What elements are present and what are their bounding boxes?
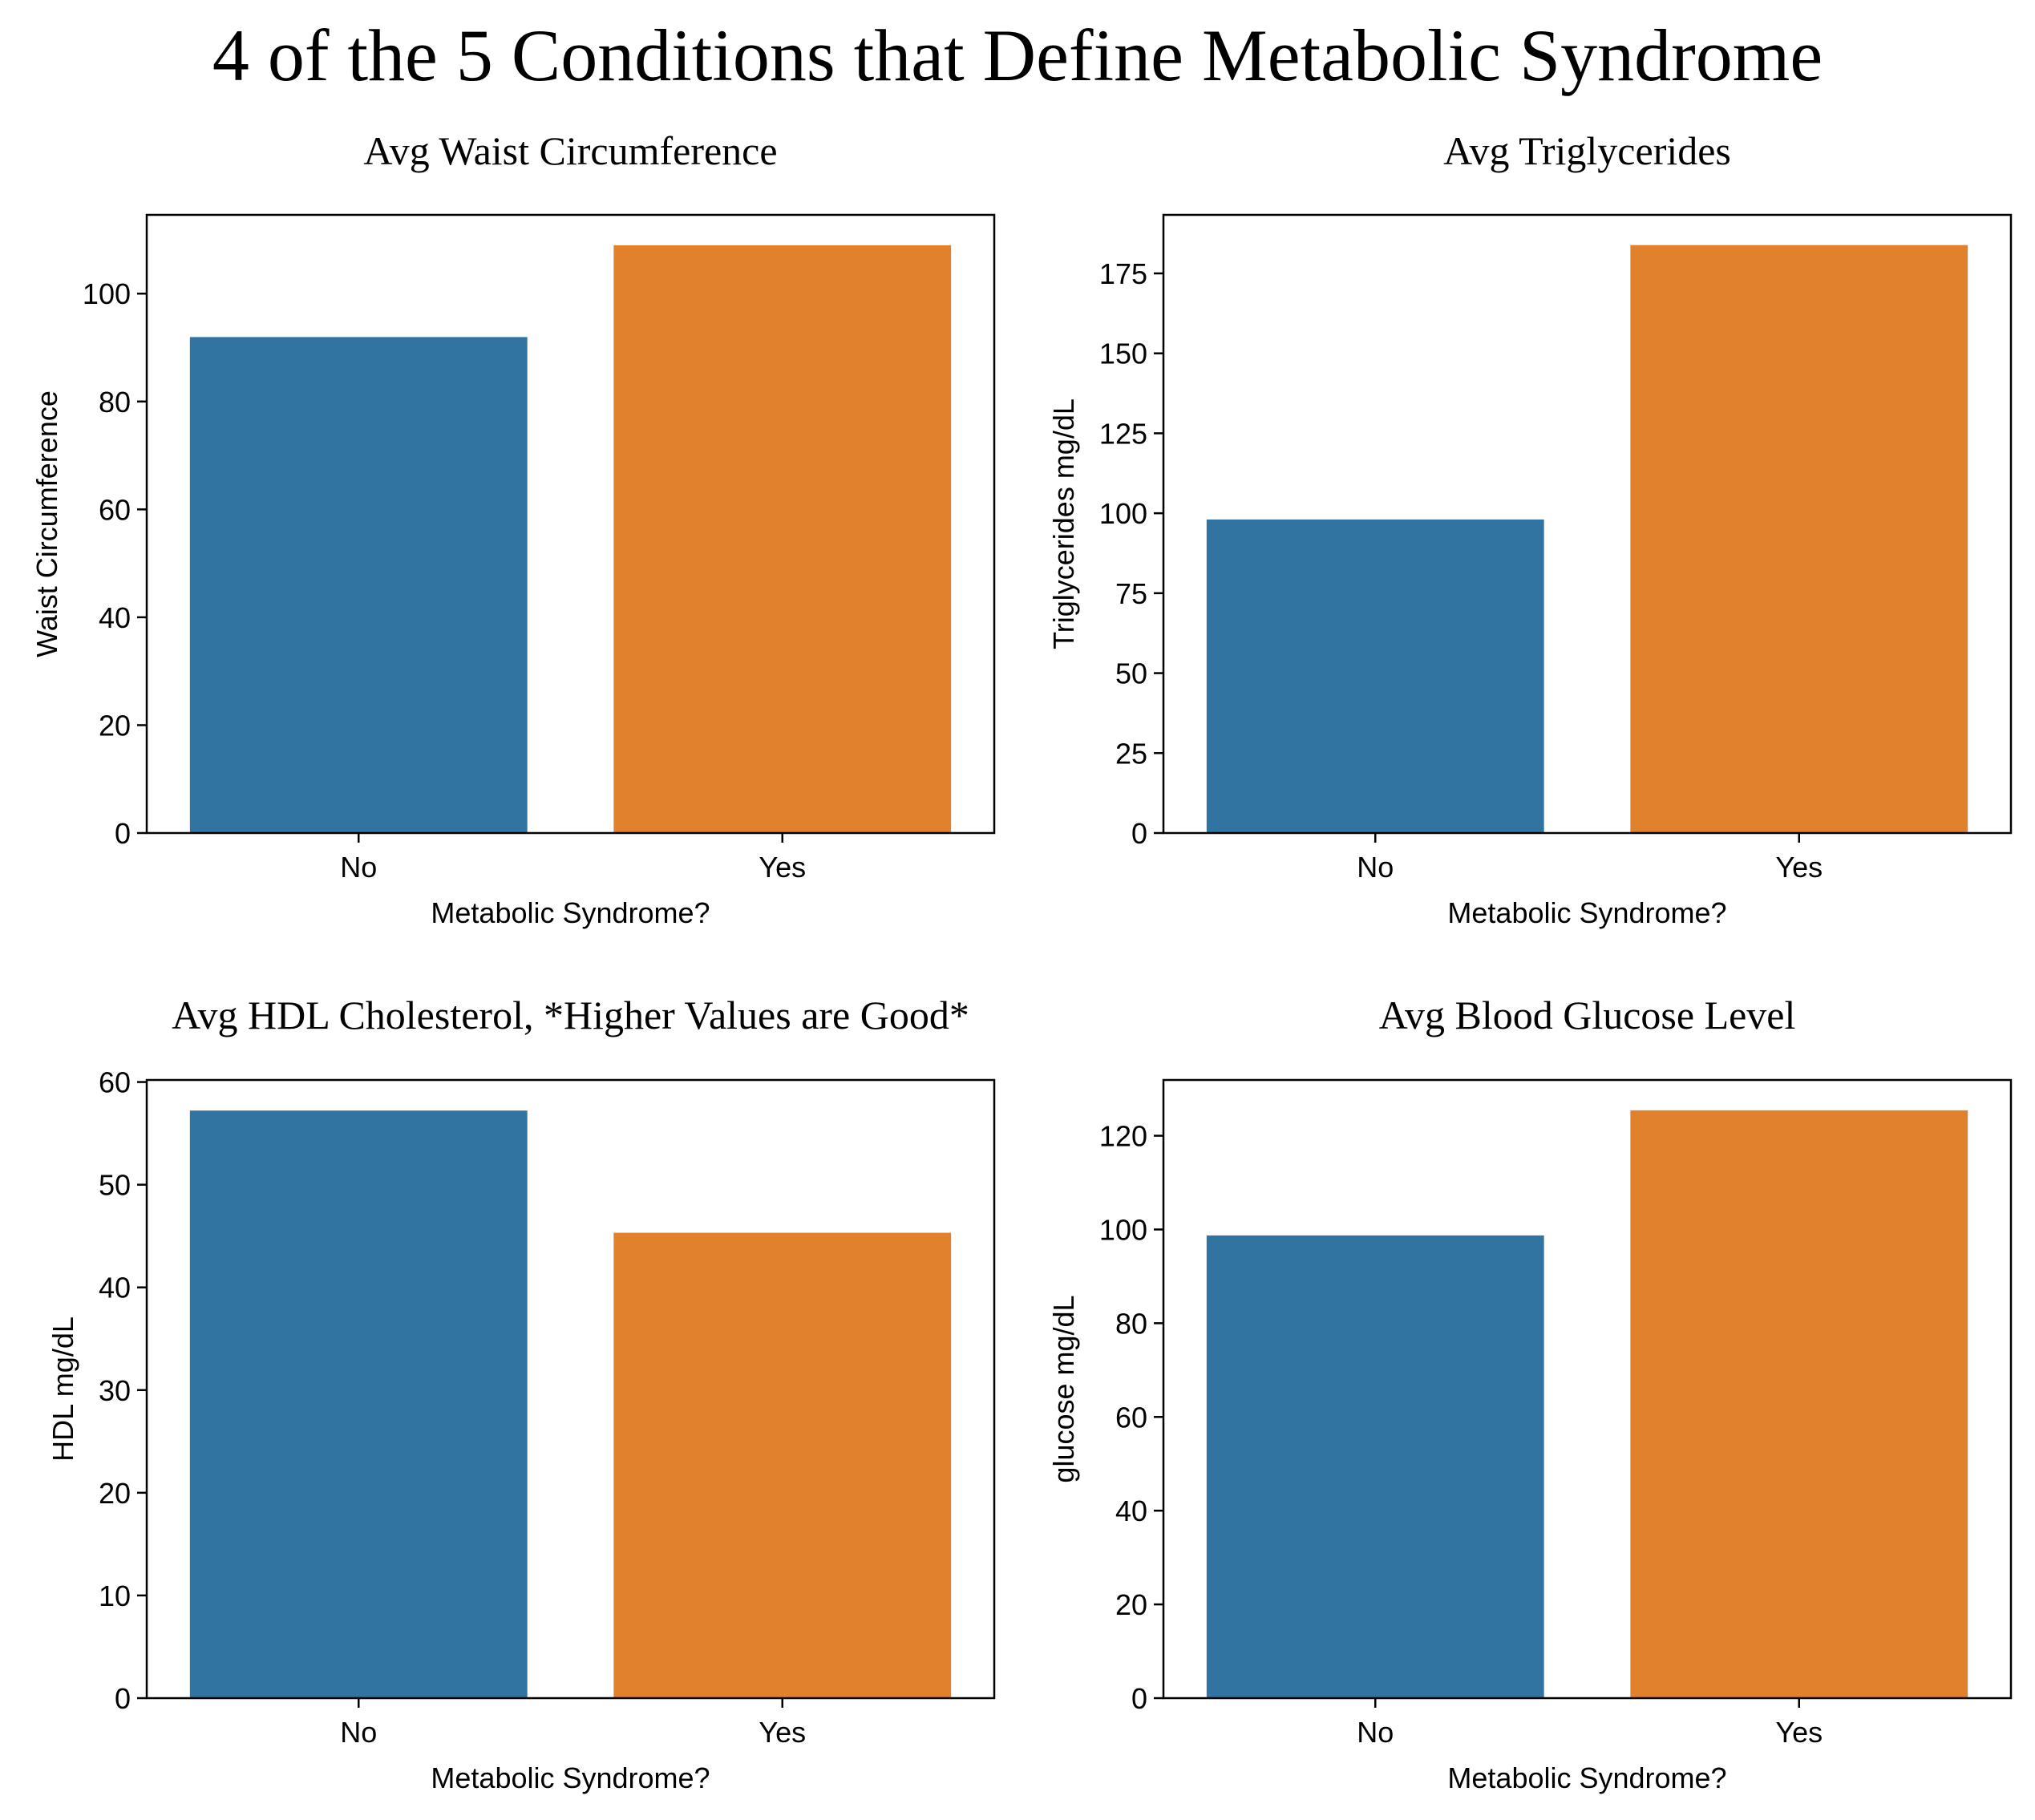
y-tick-label: 30 bbox=[99, 1374, 131, 1407]
chart-title: Avg Waist Circumference bbox=[363, 128, 777, 173]
y-tick-label: 0 bbox=[115, 817, 131, 850]
y-tick-label: 175 bbox=[1099, 257, 1147, 290]
figure-suptitle: 4 of the 5 Conditions that Define Metabo… bbox=[212, 14, 1823, 96]
chart-panel-4: Avg Blood Glucose Level 0 20 40 60 80 100 120 No… bbox=[1047, 993, 2013, 1794]
chart-panel-3: Avg HDL Cholesterol, *Higher Values are … bbox=[47, 993, 996, 1794]
y-tick-label: 60 bbox=[99, 1066, 131, 1099]
y-tick-label: 125 bbox=[1099, 417, 1147, 450]
y-tick-label: 20 bbox=[1115, 1588, 1147, 1621]
bar-no bbox=[188, 1109, 529, 1700]
x-tick-label: Yes bbox=[759, 1716, 806, 1749]
x-tick-label: No bbox=[340, 851, 377, 884]
chart-panel-1: Avg Waist Circumference 0 20 40 60 80 100 No Yes… bbox=[30, 128, 996, 929]
x-tick-label: Yes bbox=[1775, 1716, 1823, 1749]
y-tick-label: 120 bbox=[1099, 1120, 1147, 1153]
y-tick-label: 20 bbox=[99, 709, 131, 742]
y-tick-label: 80 bbox=[1115, 1307, 1147, 1340]
y-tick-label: 80 bbox=[99, 386, 131, 419]
chart-panel-2: Avg Triglycerides 0 25 50 75 100 125 150 175 No Ye… bbox=[1047, 128, 2013, 929]
x-tick-label: No bbox=[340, 1716, 377, 1749]
y-tick-label: 100 bbox=[1099, 1213, 1147, 1246]
x-axis-label: Metabolic Syndrome? bbox=[431, 896, 710, 929]
bar-yes bbox=[612, 244, 953, 834]
y-tick-label: 100 bbox=[83, 277, 131, 310]
x-tick-label: Yes bbox=[759, 851, 806, 884]
y-tick-label: 0 bbox=[1131, 817, 1147, 850]
y-tick-label: 40 bbox=[99, 1272, 131, 1304]
y-tick-label: 50 bbox=[1115, 657, 1147, 690]
plot-frame bbox=[1162, 1078, 2013, 1700]
y-tick-label: 40 bbox=[1115, 1494, 1147, 1527]
x-tick-label: No bbox=[1357, 1716, 1394, 1749]
y-tick-label: 150 bbox=[1099, 338, 1147, 370]
y-tick-label: 20 bbox=[99, 1477, 131, 1510]
bar-no bbox=[1204, 1233, 1546, 1699]
y-axis-label: Triglycerides mg/dL bbox=[1047, 398, 1080, 649]
x-axis-label: Metabolic Syndrome? bbox=[431, 1761, 710, 1794]
x-tick-label: Yes bbox=[1775, 851, 1823, 884]
bar-yes bbox=[612, 1231, 953, 1700]
chart-title: Avg Triglycerides bbox=[1443, 128, 1731, 173]
y-tick-label: 75 bbox=[1115, 577, 1147, 610]
y-axis-label: Waist Circumference bbox=[30, 390, 63, 657]
x-tick-label: No bbox=[1357, 851, 1394, 884]
y-tick-label: 0 bbox=[1131, 1682, 1147, 1715]
y-tick-label: 40 bbox=[99, 601, 131, 634]
y-axis-label: glucose mg/dL bbox=[1047, 1295, 1080, 1482]
y-tick-label: 50 bbox=[99, 1169, 131, 1202]
x-axis-label: Metabolic Syndrome? bbox=[1447, 1761, 1726, 1794]
y-tick-label: 60 bbox=[99, 493, 131, 526]
plot-frame bbox=[145, 213, 996, 835]
chart-title: Avg Blood Glucose Level bbox=[1379, 993, 1796, 1037]
y-tick-label: 25 bbox=[1115, 737, 1147, 770]
bar-no bbox=[188, 335, 529, 835]
chart-title: Avg HDL Cholesterol, *Higher Values are … bbox=[172, 993, 969, 1037]
x-axis-label: Metabolic Syndrome? bbox=[1447, 896, 1726, 929]
y-tick-label: 100 bbox=[1099, 497, 1147, 530]
plot-frame bbox=[1162, 213, 2013, 835]
bar-yes bbox=[1628, 243, 1970, 834]
y-tick-label: 10 bbox=[99, 1579, 131, 1612]
y-tick-label: 0 bbox=[115, 1682, 131, 1715]
bar-no bbox=[1204, 517, 1546, 834]
bar-yes bbox=[1628, 1108, 1970, 1700]
plot-frame bbox=[145, 1078, 996, 1700]
y-axis-label: HDL mg/dL bbox=[47, 1316, 79, 1462]
y-tick-label: 60 bbox=[1115, 1401, 1147, 1434]
